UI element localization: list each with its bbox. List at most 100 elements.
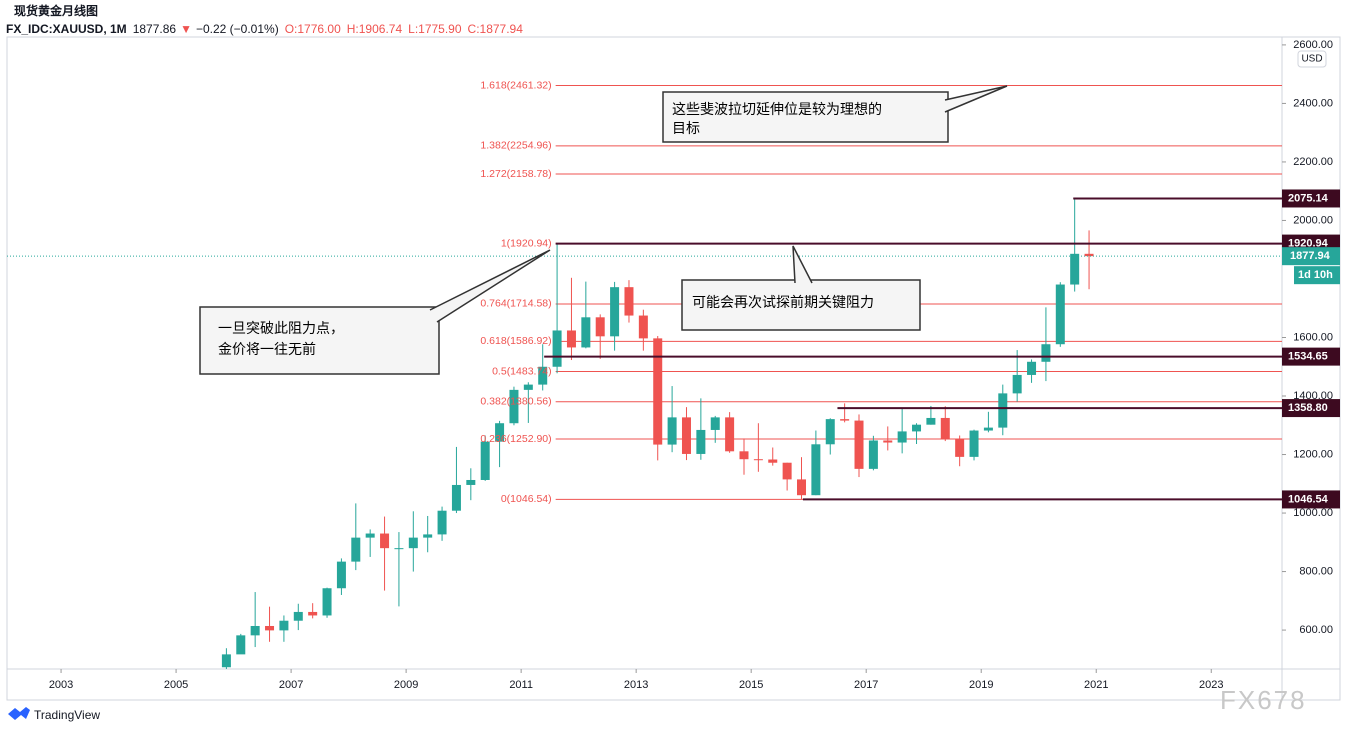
callout-pointer	[792, 245, 813, 284]
candle-body	[566, 330, 576, 348]
level-tag	[1282, 490, 1340, 509]
candle-body	[236, 635, 246, 655]
price: 1877.86	[133, 22, 177, 36]
countdown-tag	[1294, 266, 1340, 285]
candle-body	[394, 548, 404, 550]
y-tick-label: 1200.00	[1293, 448, 1333, 460]
x-tick-label: 2011	[509, 679, 533, 691]
candle-body	[768, 459, 778, 463]
candle-body	[509, 389, 519, 424]
candle-body	[1055, 284, 1065, 345]
candle-body	[725, 417, 735, 452]
candle-body	[1027, 361, 1037, 375]
callout-box	[199, 306, 440, 375]
candle-body	[610, 287, 620, 337]
fib-label: 0.382(1380.56)	[480, 395, 551, 407]
last-price-label: 1877.94	[1290, 250, 1331, 262]
candle-body	[293, 611, 303, 621]
candle-body	[825, 419, 835, 445]
candle-body	[336, 561, 346, 589]
candle-body	[696, 429, 706, 454]
candle-body	[1084, 253, 1094, 257]
candle-body	[408, 537, 418, 549]
y-tick-label: 2000.00	[1293, 214, 1333, 226]
candle-body	[523, 384, 533, 390]
level-label: 1358.80	[1288, 402, 1328, 414]
candle-body	[667, 417, 677, 445]
candle-body	[595, 317, 605, 337]
currency: USD	[1301, 54, 1322, 65]
x-tick-label: 2017	[854, 679, 878, 691]
callout-box	[681, 279, 921, 331]
level-label: 2075.14	[1288, 192, 1329, 204]
x-tick-label: 2023	[1199, 679, 1223, 691]
change: −0.22 (−0.01%)	[196, 22, 279, 36]
level-label: 1046.54	[1288, 493, 1329, 505]
currency-box	[1297, 50, 1327, 68]
callout-pointer	[944, 85, 1008, 113]
candle-body	[495, 423, 505, 442]
candle-body	[955, 439, 965, 457]
candle-body	[581, 317, 591, 348]
fib-label: 1.272(2158.78)	[480, 168, 551, 180]
frame	[6, 36, 1341, 701]
candle-body	[797, 479, 807, 496]
candle-body	[940, 417, 950, 440]
level-tag	[1282, 347, 1340, 366]
candle-body	[926, 417, 936, 425]
x-tick-label: 2021	[1084, 679, 1108, 691]
x-tick-label: 2005	[164, 679, 188, 691]
callout-text: 金价将一往无前	[218, 341, 316, 358]
candle-body	[983, 427, 993, 431]
high: H:1906.74	[347, 22, 403, 36]
y-tick-label: 600.00	[1299, 624, 1333, 636]
brand-logo	[8, 707, 30, 720]
open: O:1776.00	[285, 22, 341, 36]
candle-body	[840, 419, 850, 421]
candle-body	[265, 625, 275, 631]
callout-text: 这些斐波拉切延伸位是较为理想的	[672, 101, 882, 118]
low: L:1775.90	[408, 22, 462, 36]
candle-body	[969, 430, 979, 457]
candle-body	[538, 366, 548, 385]
brand[interactable]: TradingView	[34, 708, 100, 722]
candle-body	[897, 431, 907, 443]
fib-label: 1(1920.94)	[501, 237, 552, 249]
callout-text: 一旦突破此阻力点，	[218, 321, 344, 337]
candle-body	[624, 287, 634, 316]
candle-body	[423, 534, 433, 538]
callout-text: 目标	[672, 121, 700, 137]
callout-pointer	[429, 249, 551, 323]
fib-label: 0.236(1252.90)	[480, 433, 551, 445]
candle-body	[250, 625, 260, 636]
candle-body	[782, 462, 792, 480]
candle-body	[710, 417, 720, 430]
candle-body	[480, 441, 490, 480]
y-tick-label: 800.00	[1299, 565, 1333, 577]
fib-label: 0.5(1483.74)	[492, 365, 552, 377]
candle-body	[380, 533, 390, 549]
level-label: 1920.94	[1288, 237, 1329, 249]
y-tick-label: 1400.00	[1293, 390, 1333, 402]
candle-body	[868, 440, 878, 469]
fib-label: 1.382(2254.96)	[480, 140, 551, 152]
candle-body	[552, 330, 562, 367]
y-tick-label: 1600.00	[1293, 331, 1333, 343]
level-tag	[1282, 189, 1340, 208]
chart-title: 现货黄金月线图	[14, 3, 98, 18]
callout-text: 可能会再次试探前期关键阻力	[692, 294, 874, 311]
candle-body	[811, 444, 821, 496]
candle-body	[854, 420, 864, 469]
candle-body	[998, 393, 1008, 428]
fib-label: 0(1046.54)	[501, 493, 552, 505]
symbol: FX_IDC:XAUUSD, 1M	[6, 22, 127, 36]
candle-body	[1012, 374, 1022, 394]
level-tag	[1282, 399, 1340, 418]
callouts: 这些斐波拉切延伸位是较为理想的 目标 可能会再次试探前期关键阻力 一旦突破此阻力…	[199, 85, 1008, 375]
last-price-tag	[1282, 247, 1340, 266]
watermark: FX678	[1220, 685, 1307, 715]
candle-body	[753, 459, 763, 461]
candle-body	[308, 611, 318, 616]
candle-body	[912, 424, 922, 432]
candle-body	[437, 510, 447, 535]
